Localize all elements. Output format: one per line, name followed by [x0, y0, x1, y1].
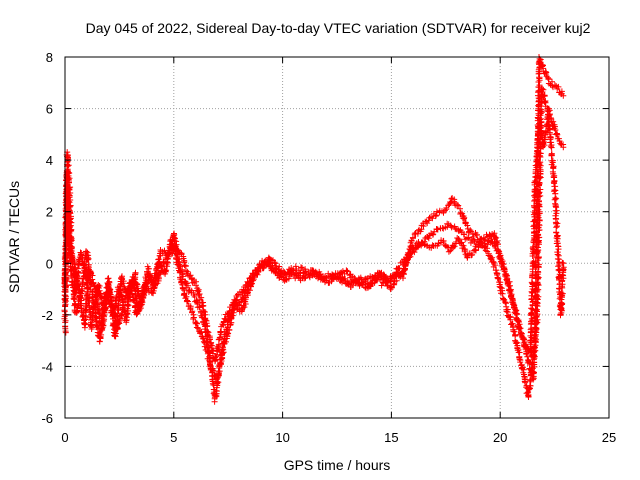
y-axis-label: SDTVAR / TECUs — [6, 181, 22, 293]
x-tick-label: 20 — [493, 430, 507, 445]
x-axis-label: GPS time / hours — [284, 457, 391, 473]
x-tick-label: 15 — [384, 430, 398, 445]
y-tick-label: 8 — [46, 50, 53, 65]
plot-frame — [64, 56, 610, 419]
chart-title: Day 045 of 2022, Sidereal Day-to-day VTE… — [86, 20, 591, 36]
x-tick-label: 5 — [170, 430, 177, 445]
y-tick-label: -4 — [41, 359, 53, 374]
point-markers — [61, 108, 567, 365]
x-tick-label: 10 — [275, 430, 289, 445]
series-track-a — [61, 54, 567, 405]
x-tick-label: 25 — [602, 430, 616, 445]
x-tick-label: 0 — [61, 430, 68, 445]
y-tick-label: 4 — [46, 153, 53, 168]
y-tick-label: 0 — [46, 256, 53, 271]
series-track-c — [61, 108, 567, 365]
y-tick-label: -6 — [41, 411, 53, 426]
point-markers — [61, 54, 567, 405]
y-tick-label: 6 — [46, 102, 53, 117]
y-tick-label: 2 — [46, 205, 53, 220]
y-tick-label: -2 — [41, 308, 53, 323]
axis-ticks: 0 5 10 15 20 25 -6 -4 -2 0 2 4 6 8 — [41, 50, 616, 445]
data-points — [61, 54, 567, 405]
